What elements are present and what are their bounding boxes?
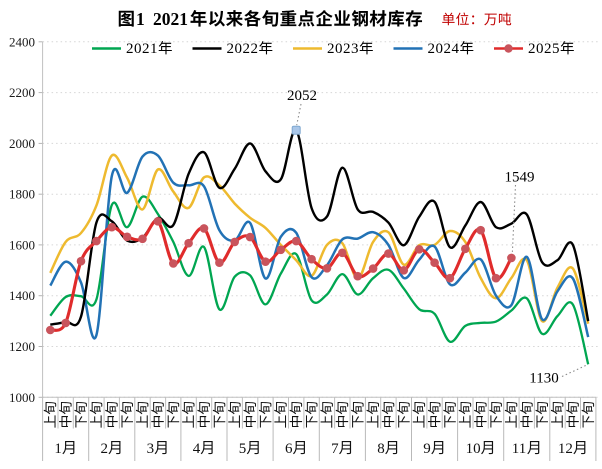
svg-text:1: 1 xyxy=(136,9,145,29)
svg-text:9: 9 xyxy=(423,441,431,457)
svg-text:1000: 1000 xyxy=(9,390,35,405)
svg-text:2021: 2021 xyxy=(126,41,158,57)
svg-text:10: 10 xyxy=(466,441,481,457)
svg-text:2000: 2000 xyxy=(9,136,35,151)
svg-text:1400: 1400 xyxy=(9,288,35,303)
svg-text:12: 12 xyxy=(558,441,573,457)
svg-text:3: 3 xyxy=(147,441,155,457)
svg-text:1800: 1800 xyxy=(9,187,35,202)
svg-text:1130: 1130 xyxy=(529,371,558,387)
svg-text:1200: 1200 xyxy=(9,339,35,354)
svg-text:4: 4 xyxy=(193,441,201,457)
svg-text:7: 7 xyxy=(331,441,339,457)
svg-text:2400: 2400 xyxy=(9,34,35,49)
svg-text:2: 2 xyxy=(101,441,109,457)
svg-text:1: 1 xyxy=(54,441,62,457)
svg-text:2200: 2200 xyxy=(9,85,35,100)
svg-text:2024: 2024 xyxy=(428,41,460,57)
svg-text:2025: 2025 xyxy=(528,41,560,57)
svg-text:8: 8 xyxy=(377,441,385,457)
svg-text:1549: 1549 xyxy=(505,170,535,186)
svg-text:6: 6 xyxy=(285,441,293,457)
svg-text:11: 11 xyxy=(512,441,526,457)
svg-text:2052: 2052 xyxy=(287,88,317,104)
svg-text:2021: 2021 xyxy=(153,9,188,29)
svg-text:1600: 1600 xyxy=(9,237,35,252)
svg-text:5: 5 xyxy=(239,441,247,457)
svg-text:2023: 2023 xyxy=(327,41,359,57)
svg-text:2022: 2022 xyxy=(227,41,259,57)
